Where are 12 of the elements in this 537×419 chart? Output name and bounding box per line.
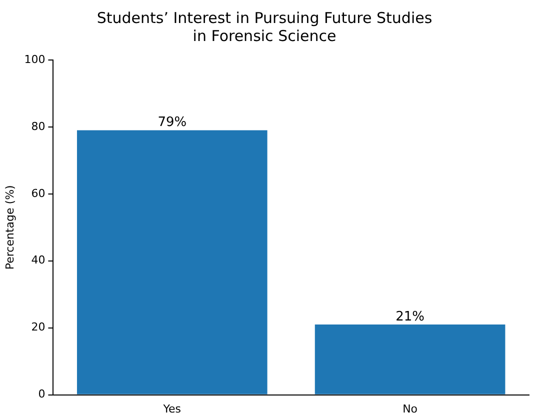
y-tick-label: 40 (31, 254, 46, 267)
data-label: 79% (158, 115, 187, 130)
y-axis-title: Percentage (%) (3, 185, 16, 270)
data-label: 21% (396, 309, 424, 324)
y-tick-label: 20 (31, 320, 46, 334)
x-tick-label: No (402, 402, 418, 416)
y-tick-label: 100 (24, 52, 46, 66)
x-tick-label: Yes (162, 402, 182, 416)
y-tick-label: 0 (38, 388, 46, 401)
chart-title: Students’ Interest in Pursuing Future Studies in Forensic Science (96, 8, 432, 45)
y-tick-label: 60 (31, 186, 46, 200)
y-tick-label: 80 (31, 120, 46, 133)
